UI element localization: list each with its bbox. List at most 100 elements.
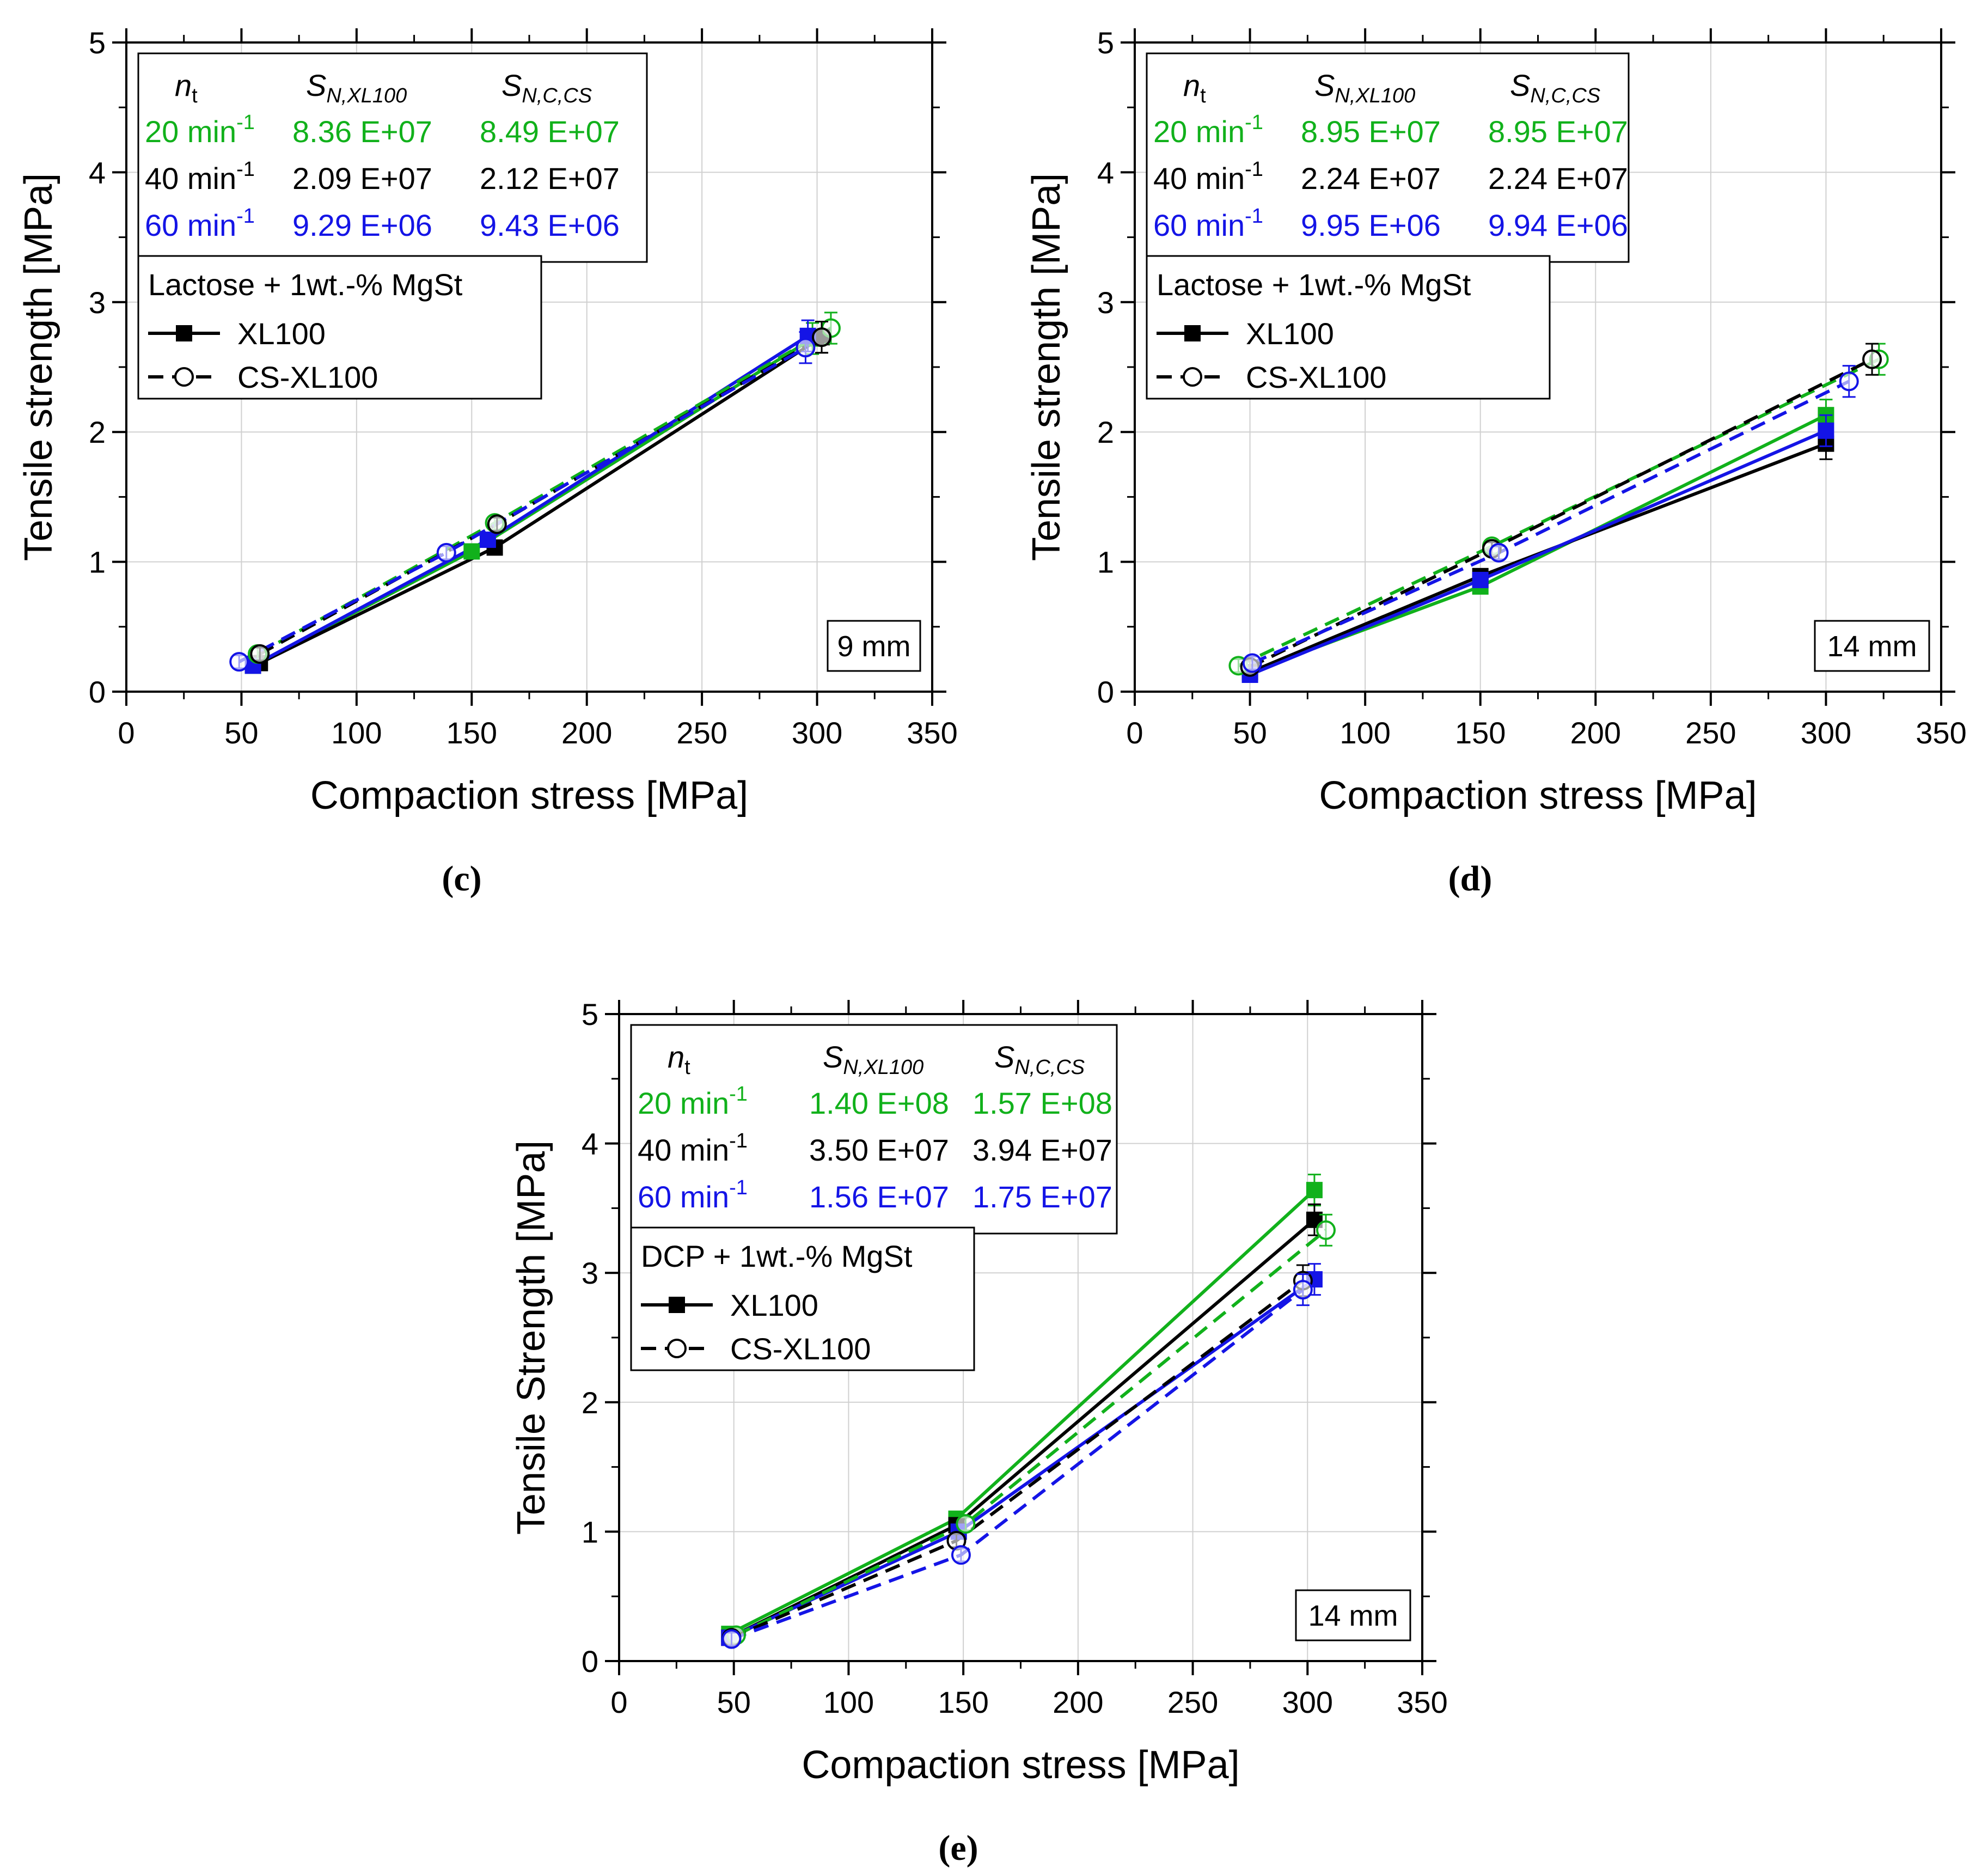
x-tick-label: 100 [1339,716,1390,750]
table-header-sn-xl100: SN,XL100 [823,1040,923,1079]
y-tick-label: 0 [1097,675,1114,709]
x-tick-label: 0 [1126,716,1143,750]
table-value-xl100: 1.40 E+08 [809,1086,949,1120]
data-point-circle [1242,653,1262,673]
y-tick-label: 4 [1097,155,1114,190]
sn-subscript: N,C,CS [522,84,592,107]
x-tick-label: 300 [792,716,842,750]
nt-symbol: n [175,68,192,102]
data-point-square [1306,1182,1323,1199]
nt-symbol: n [1183,68,1200,102]
data-point-circle [250,644,270,664]
chart-panel-e: 0 50 100 150 200 250 300 350 0 1 2 3 4 5 Compaction st… [510,997,1448,1868]
x-axis-title: Compaction stress [MPa] [310,774,748,817]
table-row-label: 60 min-1 [145,205,255,242]
row-speed: 20 min [145,114,236,149]
y-tick-label: 0 [582,1644,598,1678]
y-axis-title: Tensile strength [MPa] [1025,173,1068,561]
x-tick-label: 200 [561,716,612,750]
sn-symbol: S [823,1040,843,1074]
legend: DCP + 1wt.-% MgSt XL100 CS-XL100 [630,1226,975,1371]
x-tick-label: 250 [1685,716,1736,750]
table-header-sn-cs: SN,C,CS [501,68,592,107]
row-speed: 20 min [638,1086,729,1120]
panel-caption: (c) [442,859,481,899]
y-tick-label: 4 [89,155,106,190]
x-tick-label: 150 [446,716,497,750]
data-point-circle [956,1514,976,1534]
row-speed: 20 min [1153,114,1245,149]
sn-subscript: N,XL100 [326,84,407,107]
row-speed: 60 min [1153,208,1245,242]
y-tick-label: 2 [582,1385,598,1420]
table-row-label: 20 min-1 [145,111,255,149]
sn-symbol: S [994,1040,1014,1074]
table-value-xl100: 8.36 E+07 [292,114,432,149]
x-tick-label: 150 [938,1685,988,1719]
legend-title: DCP + 1wt.-% MgSt [641,1239,913,1273]
legend-square-marker [1184,325,1201,341]
sn-symbol: S [306,68,326,102]
x-tick-label: 200 [1570,716,1621,750]
x-tick-label: 50 [224,716,258,750]
table-value-xl100: 3.50 E+07 [809,1133,949,1167]
legend-solid-label: XL100 [237,316,326,351]
x-tick-label: 250 [676,716,727,750]
data-point-circle [1316,1220,1336,1240]
size-label: 9 mm [837,630,911,663]
table-header-sn-cs: SN,C,CS [1510,68,1600,107]
y-tick-label: 5 [582,997,598,1031]
sn-table-frame [630,1024,1118,1235]
table-value-cs: 9.94 E+06 [1488,208,1628,242]
data-point-circle [487,514,507,534]
size-label-box: 14 mm [1295,1589,1411,1641]
x-tick-label: 0 [118,716,134,750]
x-axis-title: Compaction stress [MPa] [1319,774,1757,817]
table-row-label: 40 min-1 [638,1130,748,1167]
data-point-circle [229,652,249,672]
panel-caption: (d) [1448,859,1492,899]
legend: Lactose + 1wt.-% MgSt XL100 CS-XL100 [1146,255,1551,400]
table-header-nt: nt [175,68,198,107]
nt-subscript: t [684,1056,690,1079]
row-exponent: -1 [729,1176,748,1199]
series-line-5 [238,346,806,663]
legend-circle-marker [1183,367,1202,387]
y-tick-label: 2 [89,415,106,449]
series-group [1228,343,1889,683]
y-tick-label: 1 [89,545,106,579]
chart-panel-d: 0 50 100 150 200 250 300 350 0 1 2 3 4 5 Compaction st… [1025,26,1967,899]
row-exponent: -1 [1245,111,1263,134]
legend-dashed-label: CS-XL100 [730,1332,871,1366]
legend-solid-label: XL100 [730,1288,818,1322]
size-label-box: 9 mm [827,620,921,672]
x-tick-label: 350 [907,716,957,750]
series-line-3 [735,1229,1327,1637]
row-exponent: -1 [729,1130,748,1152]
y-tick-label: 5 [1097,26,1114,60]
table-row-label: 40 min-1 [1153,158,1263,196]
row-speed: 40 min [1153,161,1245,196]
row-exponent: -1 [236,111,255,134]
size-label-frame [1814,620,1930,672]
data-point-square [1818,422,1834,439]
y-tick-label: 3 [1097,285,1114,320]
table-row-label: 40 min-1 [145,158,255,196]
legend-square-marker [176,325,192,341]
ticks: 0 50 100 150 200 250 300 350 0 1 2 3 4 5 [1097,26,1967,750]
data-point-square [479,532,496,548]
legend-solid-label: XL100 [1246,316,1334,351]
x-tick-label: 0 [610,1685,627,1719]
legend-circle-marker [667,1339,687,1358]
y-tick-label: 5 [89,26,106,60]
y-tick-label: 3 [89,285,106,320]
sn-table-frame [1146,52,1630,263]
data-point-circle [1862,349,1882,369]
legend-frame [1146,255,1551,400]
legend-dashed-label: CS-XL100 [1246,360,1386,394]
table-value-cs: 2.24 E+07 [1488,161,1628,196]
x-tick-label: 50 [1233,716,1267,750]
